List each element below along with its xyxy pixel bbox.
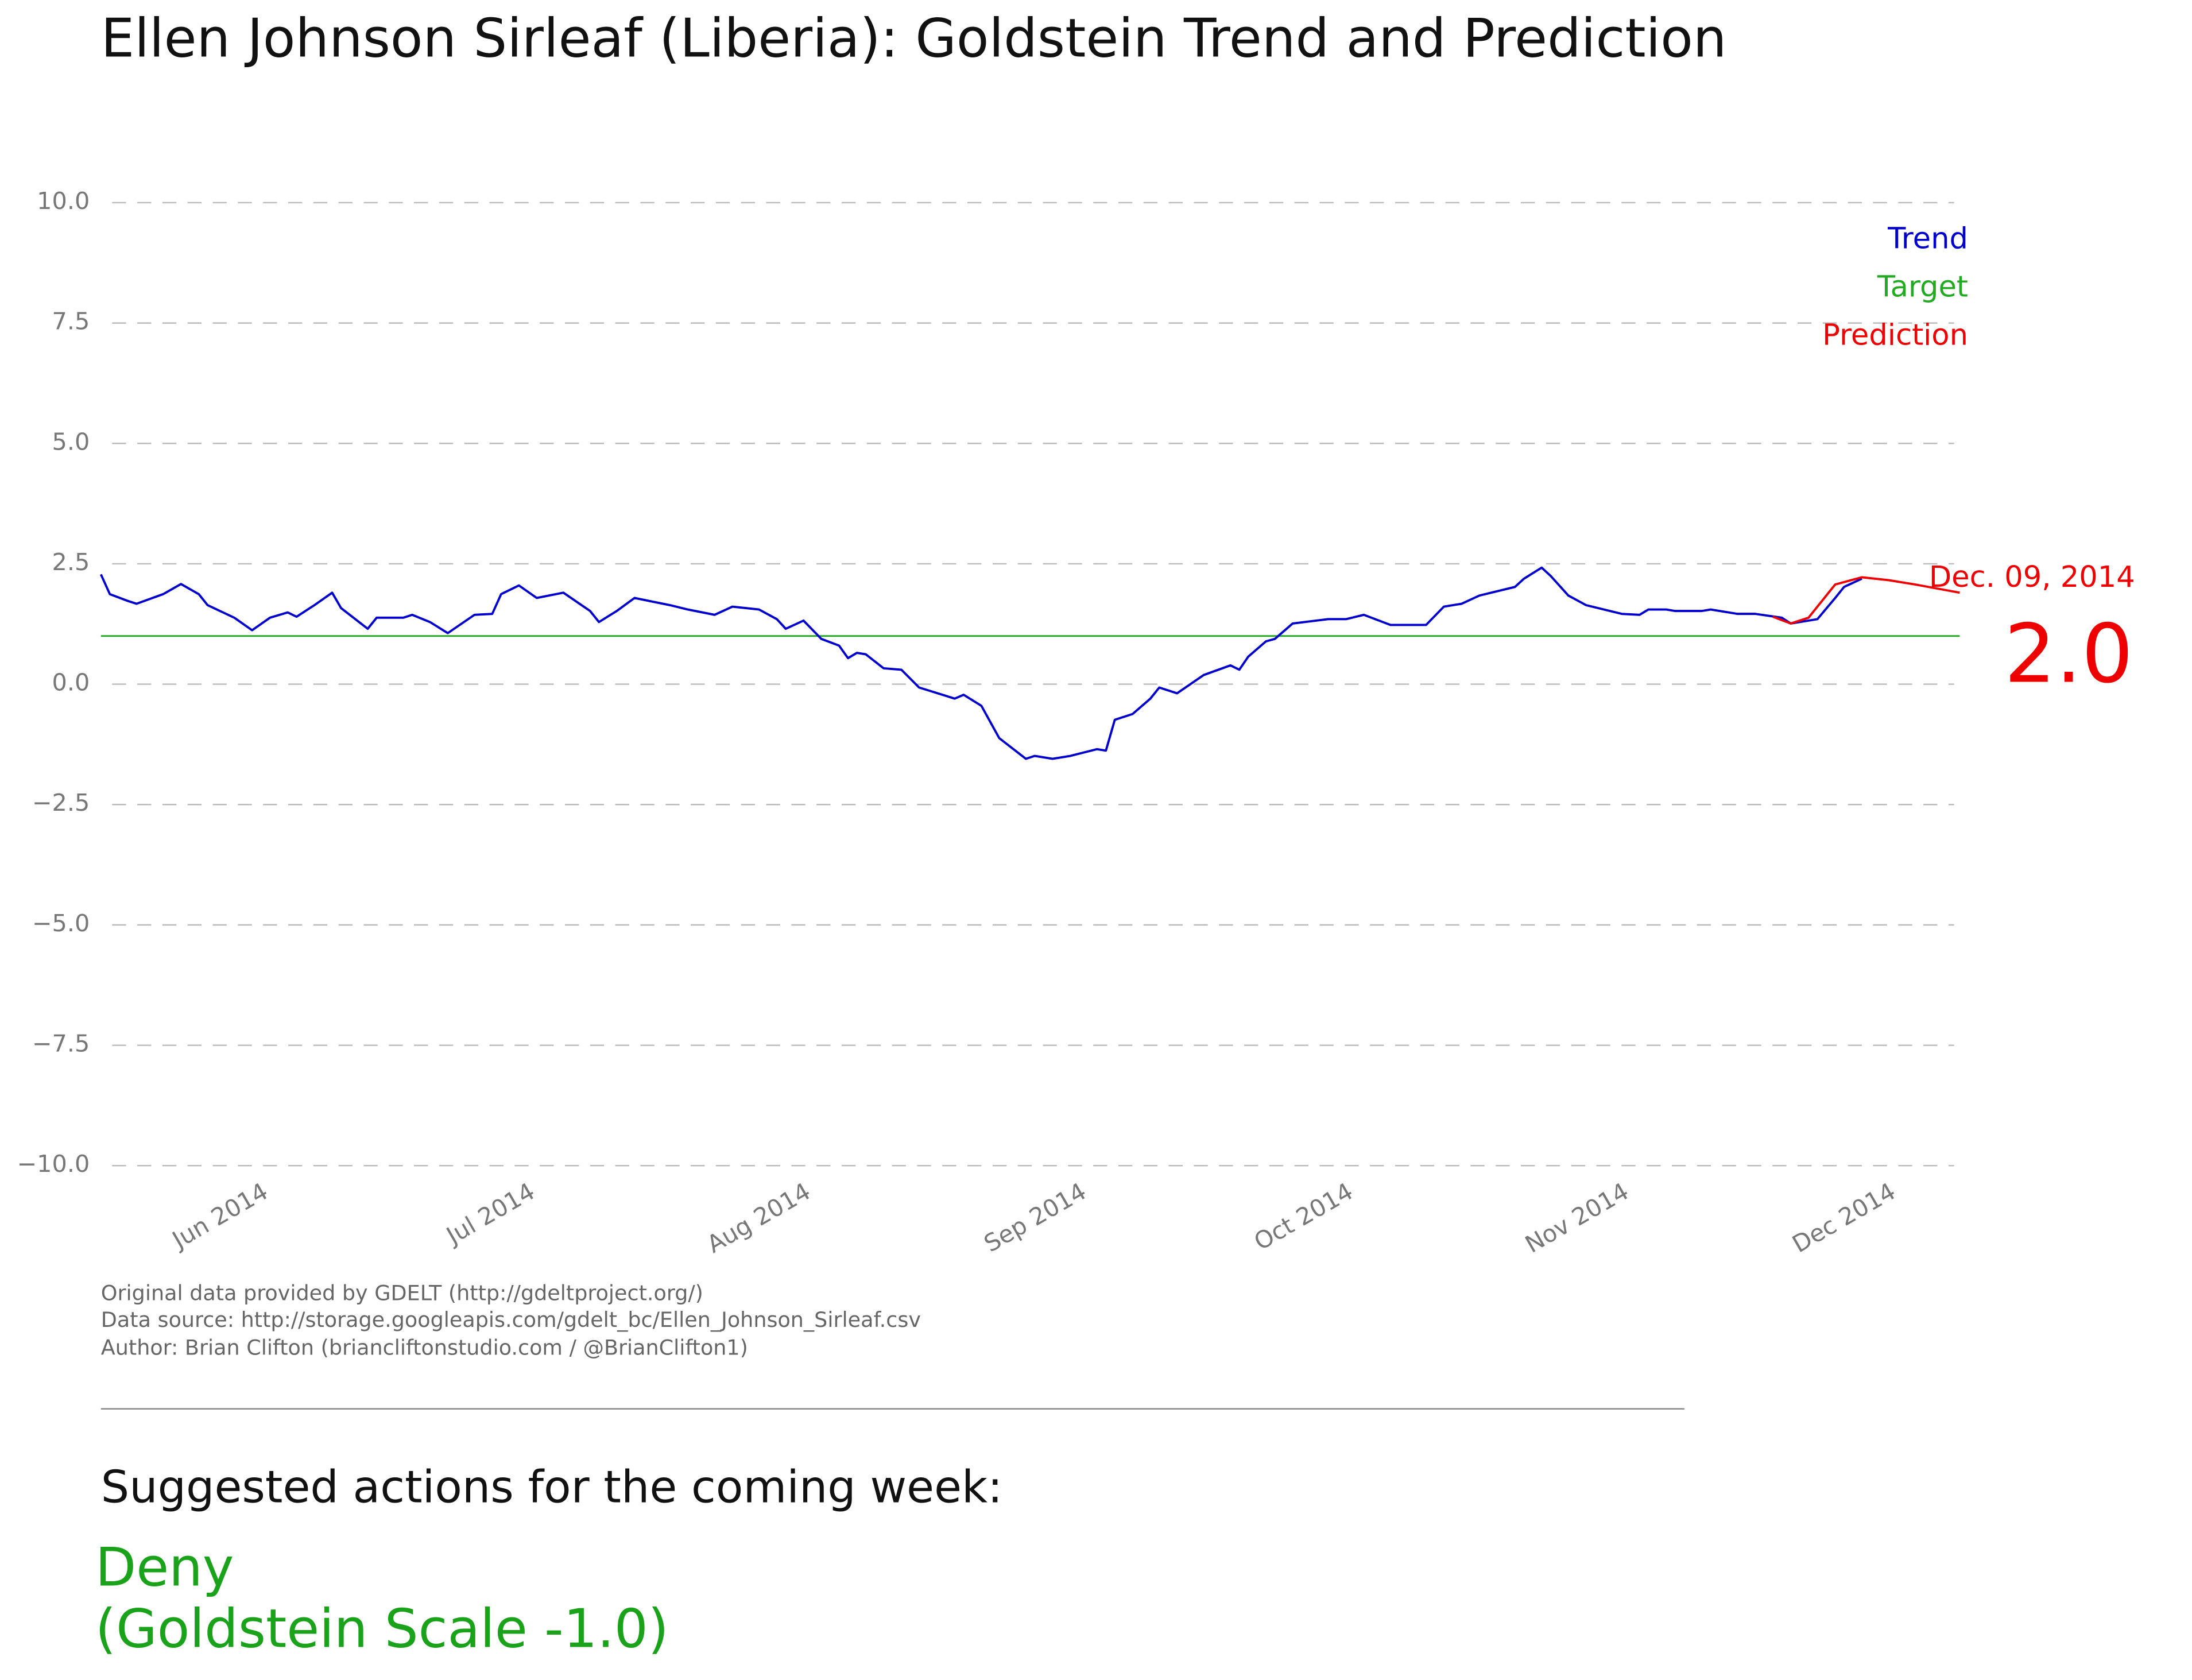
y-tick-label: −7.5 [32, 1030, 90, 1058]
legend-entry: Target [1877, 270, 1968, 304]
annotation-value: 2.0 [2004, 607, 2133, 702]
y-tick-label: 5.0 [52, 428, 90, 455]
y-tick-label: −2.5 [32, 789, 90, 816]
x-tick-label: Nov 2014 [1520, 1178, 1633, 1259]
y-tick-label: 0.0 [52, 669, 90, 696]
legend-entry: Prediction [1822, 319, 1968, 353]
annotation-date: Dec. 09, 2014 [1929, 560, 2135, 594]
x-tick-label: Jun 2014 [166, 1178, 273, 1255]
y-tick-label: 2.5 [52, 548, 90, 576]
x-tick-label: Dec 2014 [1788, 1178, 1900, 1259]
y-tick-label: −5.0 [32, 909, 90, 937]
action-scale: (Goldstein Scale -1.0) [95, 1598, 669, 1660]
x-tick-label: Sep 2014 [979, 1178, 1091, 1258]
y-tick-label: 7.5 [52, 308, 90, 335]
y-tick-label: 10.0 [37, 187, 90, 215]
footer-line: Data source: http://storage.googleapis.c… [101, 1307, 921, 1332]
footer-line: Author: Brian Clifton (briancliftonstudi… [101, 1336, 748, 1360]
actions-heading: Suggested actions for the coming week: [101, 1461, 1003, 1513]
x-tick-label: Oct 2014 [1249, 1178, 1358, 1256]
series-line [100, 566, 1862, 760]
chart-title: Ellen Johnson Sirleaf (Liberia): Goldste… [101, 7, 1727, 69]
x-tick-label: Aug 2014 [702, 1178, 815, 1259]
footer-line: Original data provided by GDELT (http://… [101, 1281, 703, 1306]
y-tick-label: −10.0 [17, 1150, 90, 1178]
legend-entry: Trend [1887, 222, 1968, 256]
x-tick-label: Jul 2014 [440, 1178, 539, 1251]
action: Deny [95, 1536, 234, 1598]
series-line [1772, 576, 1960, 625]
